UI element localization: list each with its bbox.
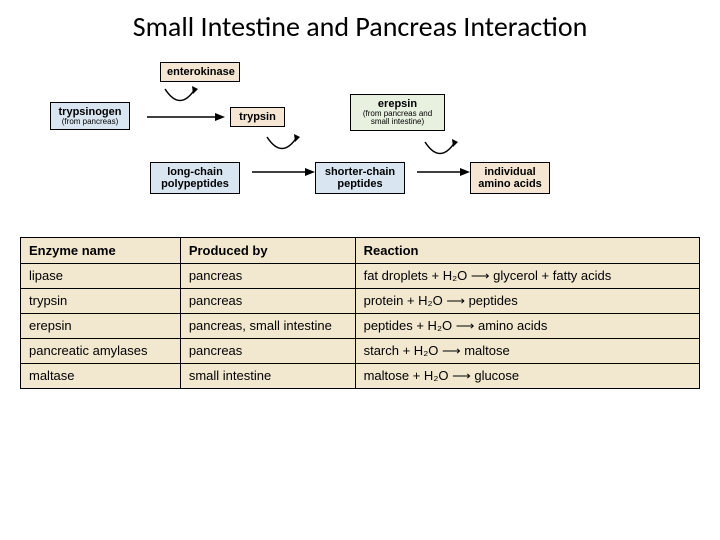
table-cell: maltose + H₂O ⟶ glucose (355, 363, 699, 388)
box-label: trypsinogen (57, 106, 123, 118)
table-cell: protein + H₂O ⟶ peptides (355, 288, 699, 313)
diagram-box-erepsin: erepsin(from pancreas and small intestin… (350, 94, 445, 132)
table-header-row: Enzyme nameProduced byReaction (21, 237, 700, 263)
table-cell: erepsin (21, 313, 181, 338)
table-cell: pancreas (180, 338, 355, 363)
table-row: maltasesmall intestinemaltose + H₂O ⟶ gl… (21, 363, 700, 388)
diagram-box-aminoacids: individual amino acids (470, 162, 550, 194)
arrow-icon (250, 162, 317, 182)
table-cell: peptides + H₂O ⟶ amino acids (355, 313, 699, 338)
enzyme-table: Enzyme nameProduced byReactionlipasepanc… (20, 237, 700, 389)
box-label: erepsin (357, 98, 438, 110)
box-sublabel: (from pancreas) (57, 118, 123, 127)
table-cell: pancreas, small intestine (180, 313, 355, 338)
diagram-box-longchain: long-chain polypeptides (150, 162, 240, 194)
table-cell: starch + H₂O ⟶ maltose (355, 338, 699, 363)
table-cell: maltase (21, 363, 181, 388)
diagram-box-trypsin: trypsin (230, 107, 285, 127)
arrow-icon (415, 162, 472, 182)
box-sublabel: (from pancreas and small intestine) (357, 110, 438, 128)
table-cell: pancreas (180, 288, 355, 313)
enzyme-diagram: enterokinasetrypsinogen(from pancreas)tr… (50, 62, 570, 212)
box-label: shorter-chain peptides (322, 166, 398, 190)
table-header: Enzyme name (21, 237, 181, 263)
table-cell: small intestine (180, 363, 355, 388)
table-header: Reaction (355, 237, 699, 263)
curve-arrow-icon (262, 132, 302, 160)
diagram-box-trypsinogen: trypsinogen(from pancreas) (50, 102, 130, 131)
table-row: lipasepancreasfat droplets + H₂O ⟶ glyce… (21, 263, 700, 288)
box-label: individual amino acids (477, 166, 543, 190)
curve-arrow-icon (160, 84, 200, 112)
box-label: trypsin (237, 111, 278, 123)
table-header: Produced by (180, 237, 355, 263)
table-row: erepsinpancreas, small intestinepeptides… (21, 313, 700, 338)
table-cell: lipase (21, 263, 181, 288)
table-cell: pancreas (180, 263, 355, 288)
box-label: long-chain polypeptides (157, 166, 233, 190)
page-title: Small Intestine and Pancreas Interaction (20, 10, 700, 44)
box-label: enterokinase (167, 66, 233, 78)
table-row: trypsinpancreasprotein + H₂O ⟶ peptides (21, 288, 700, 313)
table-row: pancreatic amylasespancreasstarch + H₂O … (21, 338, 700, 363)
diagram-box-enterokinase: enterokinase (160, 62, 240, 82)
table-cell: pancreatic amylases (21, 338, 181, 363)
table-cell: fat droplets + H₂O ⟶ glycerol + fatty ac… (355, 263, 699, 288)
curve-arrow-icon (420, 137, 460, 165)
diagram-box-shorterchain: shorter-chain peptides (315, 162, 405, 194)
table-cell: trypsin (21, 288, 181, 313)
